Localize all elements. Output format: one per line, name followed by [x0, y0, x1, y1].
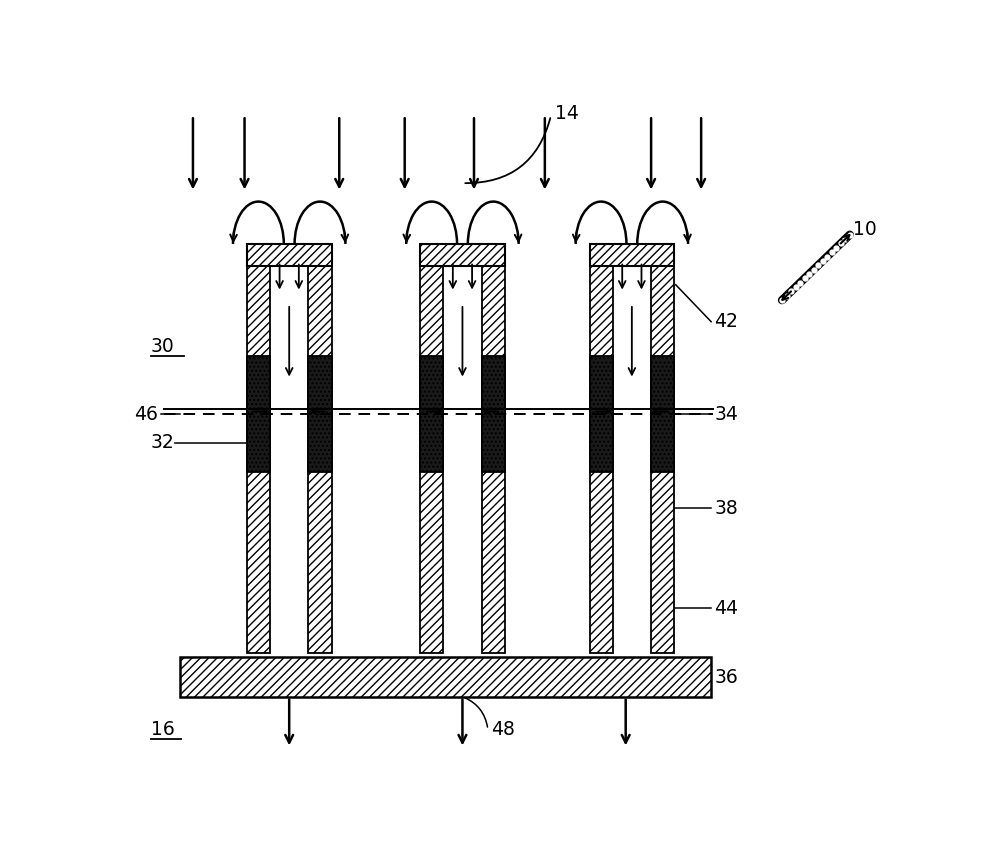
Bar: [180, 657, 711, 696]
Bar: [482, 356, 505, 472]
Bar: [420, 356, 443, 472]
Text: 10: 10: [853, 220, 877, 239]
Bar: [482, 266, 505, 653]
Bar: [420, 244, 505, 266]
Bar: [308, 266, 332, 653]
Text: 30: 30: [151, 336, 174, 356]
Text: 34: 34: [714, 405, 738, 424]
Text: 16: 16: [151, 721, 174, 740]
Text: 48: 48: [491, 721, 515, 740]
Bar: [247, 266, 270, 653]
Text: 36: 36: [714, 668, 738, 687]
Text: 38: 38: [714, 498, 738, 517]
Bar: [308, 356, 332, 472]
Bar: [247, 356, 270, 472]
Bar: [590, 356, 613, 472]
Text: 44: 44: [714, 599, 738, 618]
Bar: [247, 244, 332, 266]
Text: 46: 46: [134, 405, 158, 424]
Text: 42: 42: [714, 312, 738, 331]
Bar: [651, 356, 674, 472]
Bar: [651, 266, 674, 653]
Bar: [590, 266, 613, 653]
Bar: [590, 244, 674, 266]
Bar: [420, 266, 443, 653]
Text: 32: 32: [151, 433, 174, 452]
Text: 14: 14: [555, 105, 579, 124]
